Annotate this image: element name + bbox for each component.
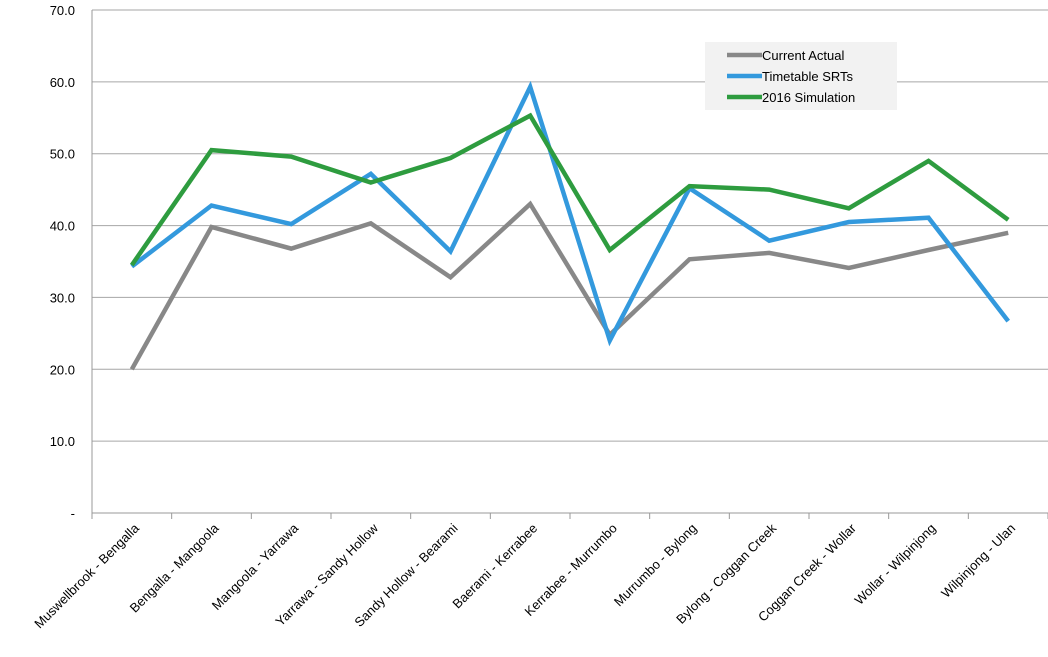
y-tick-label: -: [71, 506, 75, 521]
x-tick-label: Murrumbo - Bylong: [611, 521, 700, 610]
legend-label: 2016 Simulation: [762, 90, 855, 105]
y-tick-label: 50.0: [50, 147, 75, 162]
y-tick-label: 70.0: [50, 3, 75, 18]
legend-label: Current Actual: [762, 48, 844, 63]
y-axis: - 10.0 20.0 30.0 40.0 50.0 60.0 70.0: [50, 3, 93, 521]
series-line-1: [129, 200, 1009, 371]
series-lines: [129, 80, 1010, 371]
y-tick-label: 10.0: [50, 434, 75, 449]
y-tick-label: 20.0: [50, 362, 75, 377]
gridlines: [92, 9, 1048, 514]
x-tick-label: Bengalla - Mangoola: [127, 520, 222, 615]
legend-label: Timetable SRTs: [762, 69, 854, 84]
y-tick-label: 40.0: [50, 219, 75, 234]
x-tick-label: Baerami - Kerrabee: [449, 521, 540, 612]
x-tick-label: Mangoola - Yarrawa: [209, 520, 302, 613]
y-tick-label: 30.0: [50, 290, 75, 305]
y-tick-label: 60.0: [50, 75, 75, 90]
legend: Current Actual Timetable SRTs 2016 Simulat…: [705, 42, 897, 110]
series-line-2: [130, 80, 1010, 347]
series-line-3: [129, 112, 1010, 267]
x-tick-label: Muswellbrook - Bengalla: [31, 520, 142, 631]
x-tick-label: Wollar - Wilpinjong: [852, 521, 939, 608]
x-tick-label: Wilpinjong - Ulan: [938, 521, 1018, 601]
x-tick-label: Kerrabee - Murrumbo: [521, 521, 619, 619]
